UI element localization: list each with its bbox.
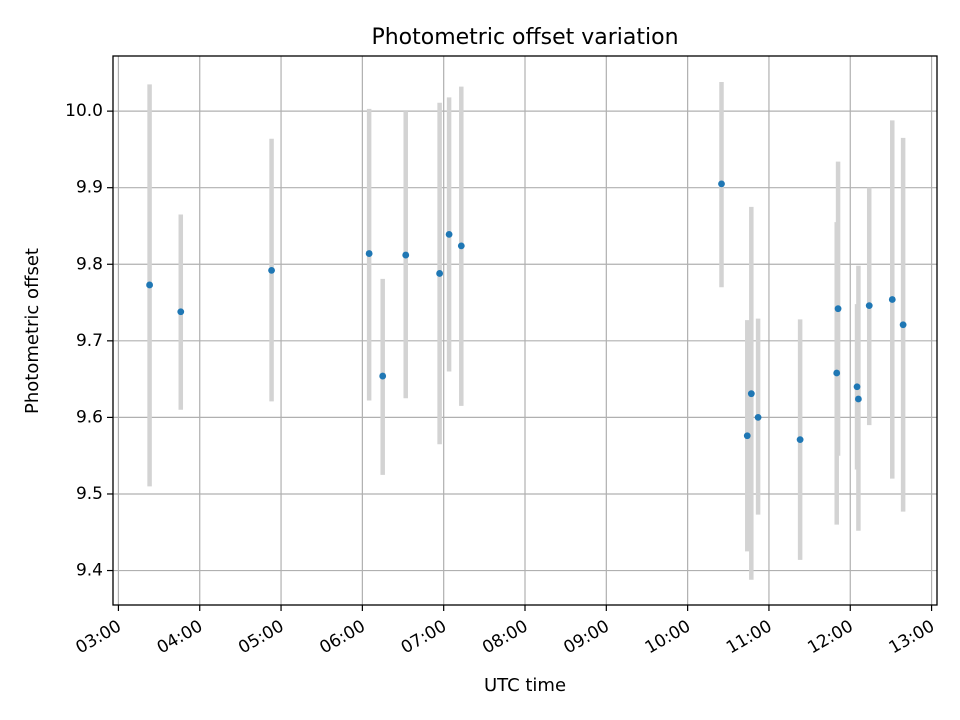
data-point: [796, 436, 804, 444]
data-point: [854, 395, 862, 403]
data-point: [365, 250, 373, 257]
y-tick-label: 9.6: [76, 407, 103, 427]
data-points: [146, 180, 907, 444]
data-point: [177, 308, 185, 316]
data-point: [754, 414, 762, 421]
data-point: [379, 372, 387, 380]
data-point: [718, 180, 725, 188]
data-point: [834, 305, 842, 313]
data-point: [853, 383, 861, 391]
data-point: [146, 281, 153, 289]
data-point: [457, 242, 465, 250]
data-point: [436, 270, 444, 277]
y-tick-label: 9.4: [76, 561, 103, 581]
y-tick-label: 9.8: [76, 254, 103, 274]
y-tick-label: 9.7: [76, 331, 103, 351]
y-tick-label: 9.9: [76, 178, 103, 198]
data-point: [833, 369, 841, 377]
data-point: [402, 251, 410, 259]
y-tick-label: 9.5: [76, 484, 103, 504]
data-point: [743, 432, 751, 440]
data-point: [899, 321, 907, 329]
y-axis-label: Photometric offset: [22, 248, 43, 414]
chart-title: Photometric offset variation: [371, 25, 678, 50]
data-point: [888, 296, 896, 303]
data-point: [268, 266, 275, 274]
y-tick-label: 10.0: [65, 101, 103, 121]
data-point: [747, 390, 755, 398]
x-axis-label: UTC time: [484, 675, 566, 696]
data-point: [865, 302, 873, 310]
data-point: [445, 231, 453, 238]
y-axis-ticks: 9.4 9.5 9.6 9.7 9.8 9.9 10.0: [65, 101, 113, 581]
